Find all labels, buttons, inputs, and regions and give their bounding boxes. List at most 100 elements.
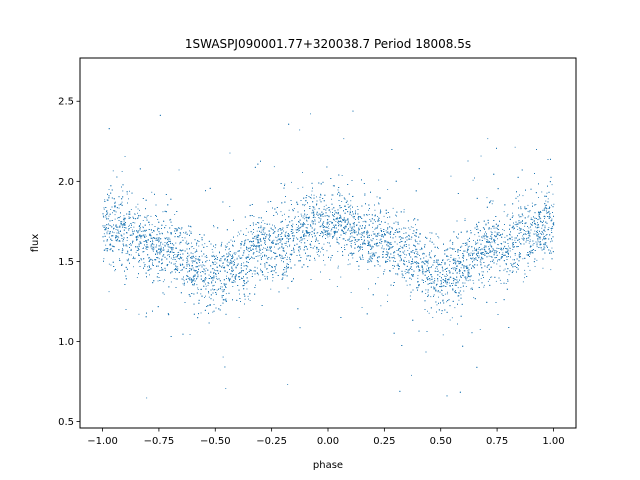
data-point: [528, 215, 530, 217]
data-point: [160, 244, 161, 246]
data-point: [385, 230, 387, 232]
data-point: [537, 235, 539, 237]
data-point: [495, 250, 497, 252]
data-point: [361, 254, 363, 256]
data-point: [288, 235, 290, 237]
data-point: [350, 204, 352, 206]
data-point: [259, 255, 261, 257]
data-point: [228, 252, 230, 254]
data-point: [230, 239, 232, 241]
data-point: [292, 240, 294, 242]
data-point: [544, 216, 546, 218]
data-point: [496, 234, 498, 236]
data-point: [522, 220, 523, 221]
data-point: [247, 249, 249, 251]
data-point: [234, 254, 236, 255]
data-point: [114, 214, 116, 216]
data-point: [314, 219, 316, 221]
data-point: [537, 230, 539, 232]
data-point: [400, 240, 402, 242]
data-point: [441, 313, 443, 314]
data-point: [175, 278, 177, 280]
data-point: [322, 234, 324, 236]
data-point: [255, 246, 257, 248]
data-point: [434, 256, 435, 257]
data-point: [126, 240, 128, 241]
data-point: [399, 231, 401, 233]
data-point: [245, 273, 247, 275]
data-point: [197, 287, 199, 289]
data-point: [224, 266, 226, 268]
data-point: [134, 213, 136, 215]
data-point: [520, 256, 521, 257]
data-point: [417, 243, 419, 245]
data-point: [167, 231, 168, 233]
data-point: [311, 212, 313, 214]
data-point: [368, 242, 370, 244]
data-point: [493, 248, 494, 250]
data-point: [497, 234, 499, 236]
data-point: [187, 271, 189, 273]
data-point: [162, 268, 164, 270]
data-point: [112, 251, 114, 252]
data-point: [378, 218, 380, 219]
data-point: [497, 227, 498, 229]
data-point: [329, 279, 331, 280]
data-point: [154, 246, 156, 248]
data-point: [123, 215, 125, 217]
data-point: [152, 242, 153, 244]
data-point: [334, 226, 335, 227]
data-point: [106, 233, 108, 235]
data-point: [149, 274, 150, 276]
data-point: [144, 216, 146, 218]
data-point: [515, 262, 516, 264]
data-point: [387, 189, 389, 190]
data-point: [311, 234, 313, 236]
data-point: [137, 235, 139, 237]
data-point: [175, 242, 177, 244]
data-point: [479, 329, 481, 330]
data-point: [293, 208, 295, 209]
data-point: [213, 284, 215, 286]
data-point: [520, 229, 522, 231]
data-point: [257, 274, 259, 276]
data-point: [422, 252, 424, 254]
data-point: [304, 224, 306, 225]
data-point: [149, 224, 150, 226]
data-point: [267, 258, 269, 260]
data-point: [481, 248, 483, 250]
data-point: [204, 279, 206, 281]
data-point: [395, 214, 396, 216]
data-point: [523, 237, 525, 239]
data-point: [506, 252, 507, 253]
data-point: [353, 225, 355, 227]
data-point: [251, 273, 253, 275]
data-point: [504, 236, 506, 238]
data-point: [446, 259, 448, 261]
data-point: [367, 253, 369, 255]
data-point: [439, 276, 441, 277]
data-point: [374, 209, 376, 211]
data-point: [404, 241, 406, 243]
data-point: [220, 260, 222, 262]
data-point: [524, 208, 526, 210]
data-point: [187, 243, 189, 245]
data-point: [262, 252, 264, 253]
data-point: [145, 246, 147, 248]
data-point: [327, 207, 329, 208]
data-point: [348, 259, 349, 261]
data-point: [394, 258, 396, 259]
data-point: [226, 246, 228, 247]
data-point: [358, 250, 360, 251]
data-point: [131, 249, 132, 251]
data-point: [437, 261, 439, 263]
data-point: [243, 281, 245, 283]
data-point: [526, 238, 527, 239]
data-point: [442, 334, 444, 336]
data-point: [225, 293, 227, 295]
data-point: [164, 242, 166, 243]
data-point: [230, 273, 232, 275]
data-point: [124, 156, 126, 157]
data-point: [322, 232, 324, 234]
data-point: [483, 284, 485, 286]
